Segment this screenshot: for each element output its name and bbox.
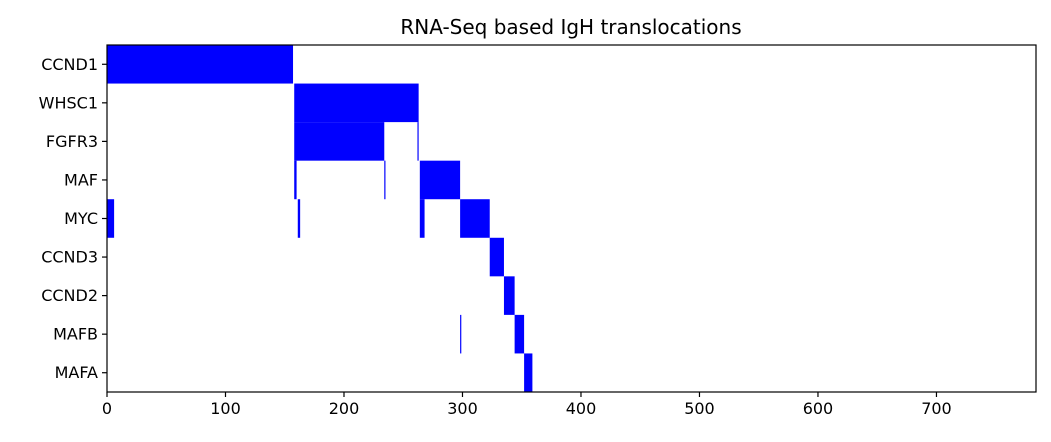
heatmap-cell-mafb-0: [460, 314, 462, 354]
y-tick-label-ccnd1: CCND1: [41, 55, 98, 74]
y-axis: CCND1 WHSC1 FGFR3 MAF MYC CCND3 CCND2 MAFB MAFA: [39, 55, 107, 382]
x-axis: 0 100 200 300 400 500 600 700: [102, 392, 952, 418]
heatmap-cell-maf-2: [419, 160, 461, 200]
chart-title: RNA-Seq based IgH translocations: [400, 15, 741, 39]
heatmap-cell-whsc1-0: [294, 83, 419, 123]
heatmap-cell-myc-1: [297, 199, 301, 238]
y-tick-label-mafa: MAFA: [55, 363, 98, 382]
heatmap-cell-ccnd2-0: [503, 276, 515, 315]
heatmap-cell-ccnd3-0: [489, 237, 504, 277]
heatmap-cell-mafa-0: [524, 353, 533, 392]
x-tick-label-200: 200: [329, 399, 360, 418]
heatmap-cell-ccnd1-0: [107, 45, 294, 84]
heatmap-cell-fgfr3-1: [417, 122, 419, 161]
y-tick-label-mafb: MAFB: [53, 325, 98, 344]
heatmap-cell-myc-2: [419, 199, 425, 238]
x-tick-label-100: 100: [210, 399, 241, 418]
plot-frame: [106, 44, 1037, 393]
x-tick-label-0: 0: [102, 399, 112, 418]
heatmap-cell-mafb-1: [514, 314, 525, 354]
x-tick-label-700: 700: [921, 399, 952, 418]
y-tick-label-ccnd3: CCND3: [41, 248, 98, 267]
x-tick-label-600: 600: [803, 399, 834, 418]
y-tick-label-myc: MYC: [64, 209, 98, 228]
x-tick-label-400: 400: [566, 399, 597, 418]
y-tick-label-whsc1: WHSC1: [39, 93, 98, 112]
heatmap-cell-maf-1: [384, 160, 386, 200]
heatmap-cells: [107, 45, 533, 392]
heatmap-cell-myc-0: [107, 199, 115, 238]
y-tick-label-ccnd2: CCND2: [41, 286, 98, 305]
heatmap-cell-fgfr3-0: [294, 122, 385, 161]
y-tick-label-fgfr3: FGFR3: [46, 132, 98, 151]
x-tick-label-500: 500: [684, 399, 715, 418]
heatmap-cell-myc-3: [460, 199, 490, 238]
x-tick-label-300: 300: [447, 399, 478, 418]
y-tick-label-maf: MAF: [64, 170, 98, 189]
heatmap-cell-maf-0: [294, 160, 297, 200]
